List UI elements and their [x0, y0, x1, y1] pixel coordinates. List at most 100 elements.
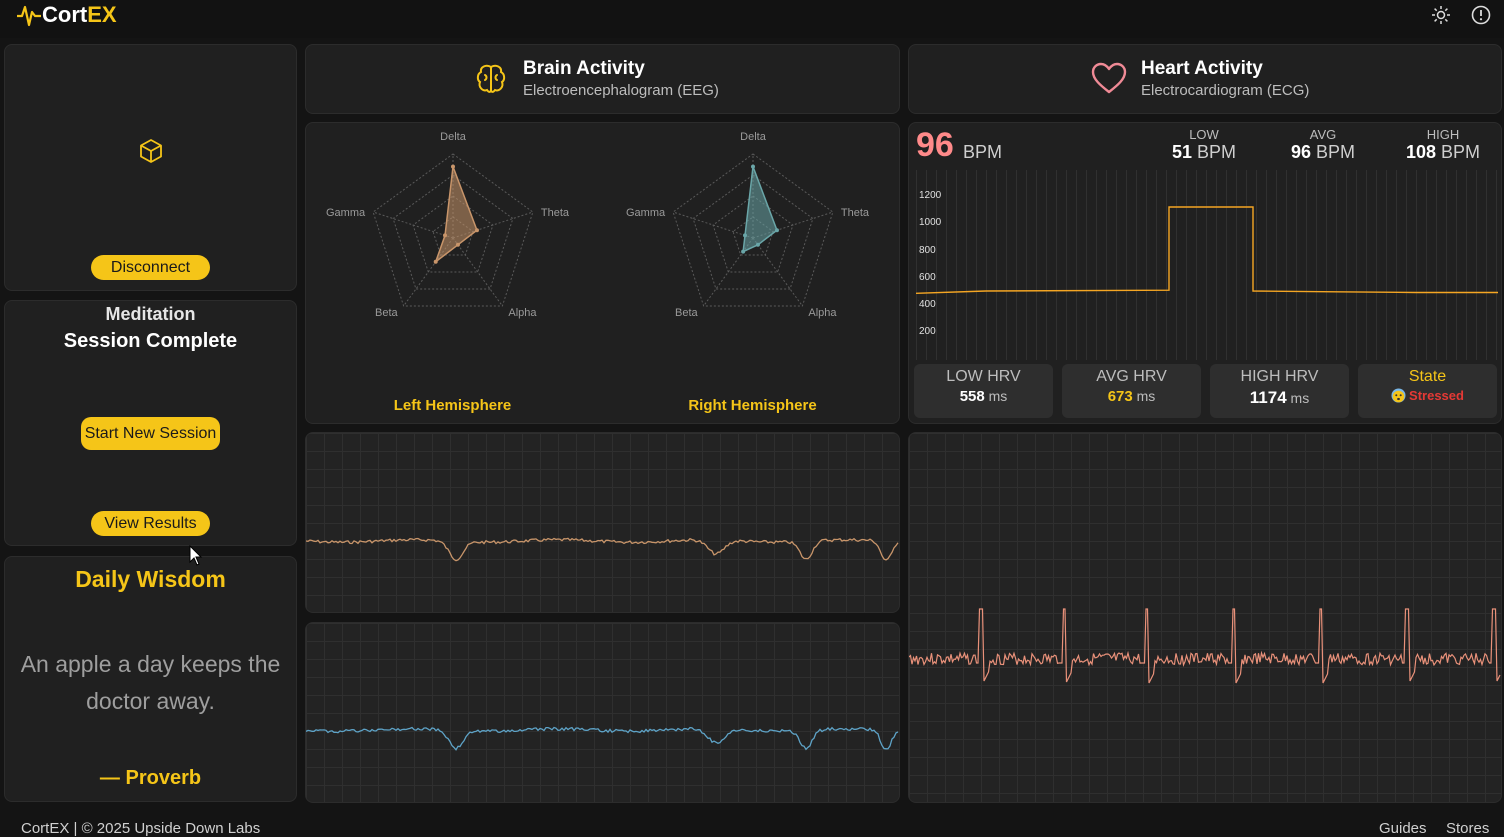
high-hrv-unit: ms: [1290, 390, 1310, 406]
radar-ring: [712, 195, 794, 273]
right-radar-point: [774, 228, 779, 233]
left-radar-point: [474, 228, 479, 233]
wisdom-author: — Proverb: [99, 767, 202, 789]
radar-spoke: [372, 211, 454, 239]
app-logo[interactable]: Cort EX: [16, 2, 117, 28]
cube-icon: [138, 138, 164, 169]
eeg-right-trace: [305, 726, 899, 751]
left-radar-point: [443, 233, 448, 238]
bpm-low-label: LOW: [1189, 127, 1219, 142]
ecg-subtitle: Electrocardiogram (ECG): [1141, 82, 1310, 99]
stressed-face-icon: [1391, 388, 1406, 403]
right-radar-label-alpha: Alpha: [808, 307, 837, 319]
rr-interval-line: [915, 206, 1498, 294]
bpm-avg-unit: BPM: [1316, 142, 1356, 162]
left-radar-label-theta: Theta: [541, 207, 570, 219]
state-box: State Stressed: [1358, 364, 1497, 418]
eeg-right-trace-panel: [305, 622, 900, 803]
eeg-subtitle: Electroencephalogram (EEG): [523, 82, 719, 99]
left-radar-label-delta: Delta: [440, 131, 467, 143]
low-hrv-box: LOW HRV 558 ms: [914, 364, 1053, 418]
high-hrv-label: HIGH HRV: [1240, 368, 1319, 385]
right-radar-point: [743, 233, 748, 238]
right-radar-area: [742, 166, 778, 253]
bpm-avg-label: AVG: [1309, 127, 1337, 142]
brain-icon: [474, 62, 508, 101]
top-bar: [0, 0, 1504, 38]
right-radar-point: [755, 242, 760, 247]
radar-spoke: [672, 211, 754, 239]
left-radar-label-gamma: Gamma: [326, 207, 366, 219]
right-radar-label-gamma: Gamma: [626, 207, 666, 219]
wisdom-quote: An apple a day keeps the doctor away.: [20, 651, 281, 714]
disconnect-button[interactable]: Disconnect: [91, 255, 210, 280]
logo-accent: EX: [87, 2, 117, 27]
pulse-icon: [17, 5, 41, 27]
high-hrv-box: HIGH HRV 1174 ms: [1210, 364, 1349, 418]
high-hrv-value: 1174: [1249, 388, 1287, 407]
left-radar-point: [433, 259, 438, 264]
y-tick-800: 800: [919, 245, 936, 256]
y-tick-1000: 1000: [919, 217, 942, 228]
session-title: Meditation: [105, 304, 196, 324]
left-hemisphere-label: Left Hemisphere: [393, 397, 512, 414]
left-radar-label-alpha: Alpha: [508, 307, 537, 319]
eeg-header-card: [305, 44, 900, 114]
y-tick-400: 400: [919, 299, 936, 310]
avg-hrv-value: 673: [1107, 388, 1133, 405]
left-radar-point: [451, 164, 455, 169]
eeg-radar-charts: Delta Theta Alpha Beta Gamma Delta Theta Alpha…: [326, 131, 870, 319]
eeg-left-trace: [305, 537, 899, 562]
info-icon[interactable]: [1471, 5, 1491, 30]
heart-icon: [1090, 61, 1128, 100]
mouse-cursor-icon: [189, 545, 203, 566]
avg-hrv-label: AVG HRV: [1096, 368, 1167, 385]
low-hrv-label: LOW HRV: [946, 368, 1021, 385]
bpm-low-stat: LOW 51 BPM: [1164, 127, 1244, 163]
bpm-low-value: 51: [1171, 142, 1192, 162]
sun-icon[interactable]: [1431, 5, 1451, 30]
footer-link-stores[interactable]: Stores: [1446, 820, 1490, 837]
y-tick-200: 200: [919, 326, 936, 337]
avg-hrv-box: AVG HRV 673 ms: [1062, 364, 1201, 418]
right-radar-label-beta: Beta: [675, 307, 699, 319]
logo-prefix: Cort: [42, 2, 88, 27]
eeg-left-trace-panel: [305, 432, 900, 613]
radar-ring: [392, 174, 514, 290]
right-hemisphere-label: Right Hemisphere: [688, 397, 817, 414]
ecg-title: Heart Activity: [1141, 58, 1263, 79]
bpm-avg-stat: AVG 96 BPM: [1283, 127, 1363, 163]
wisdom-card: [4, 556, 297, 802]
right-radar-point: [751, 164, 755, 169]
bpm-high-stat: HIGH 108 BPM: [1398, 127, 1488, 163]
bpm-high-value: 108: [1405, 142, 1436, 162]
start-new-session-button[interactable]: Start New Session: [81, 417, 220, 450]
bpm-low-unit: BPM: [1197, 142, 1237, 162]
footer-copyright: CortEX | © 2025 Upside Down Labs: [21, 820, 261, 837]
right-radar-chart: Delta Theta Alpha Beta Gamma: [626, 131, 870, 319]
bpm-value: 96: [916, 126, 954, 164]
low-hrv-value: 558: [959, 388, 985, 405]
session-status: Session Complete: [63, 330, 238, 352]
ecg-trace-panel: [908, 432, 1502, 803]
eeg-radar-card: [305, 122, 900, 424]
radar-ring: [412, 195, 494, 273]
bpm-avg-value: 96: [1290, 142, 1311, 162]
y-tick-600: 600: [919, 272, 936, 283]
footer-link-guides[interactable]: Guides: [1379, 820, 1427, 837]
low-hrv-unit: ms: [988, 388, 1008, 404]
rr-interval-plot: [915, 170, 1498, 360]
left-radar-label-beta: Beta: [375, 307, 399, 319]
wisdom-title: Daily Wisdom: [75, 566, 226, 592]
right-radar-point: [741, 249, 746, 254]
state-label: State: [1408, 368, 1447, 385]
bpm-high-unit: BPM: [1441, 142, 1481, 162]
bpm-high-label: HIGH: [1426, 127, 1460, 142]
view-results-button[interactable]: View Results: [91, 511, 210, 536]
radar-ring: [692, 174, 814, 290]
ecg-header-card: [908, 44, 1502, 114]
bpm-unit: BPM: [963, 142, 1003, 162]
left-radar-chart: Delta Theta Alpha Beta Gamma: [326, 131, 570, 319]
left-radar-area: [434, 166, 478, 264]
ecg-trace: [908, 608, 1501, 684]
